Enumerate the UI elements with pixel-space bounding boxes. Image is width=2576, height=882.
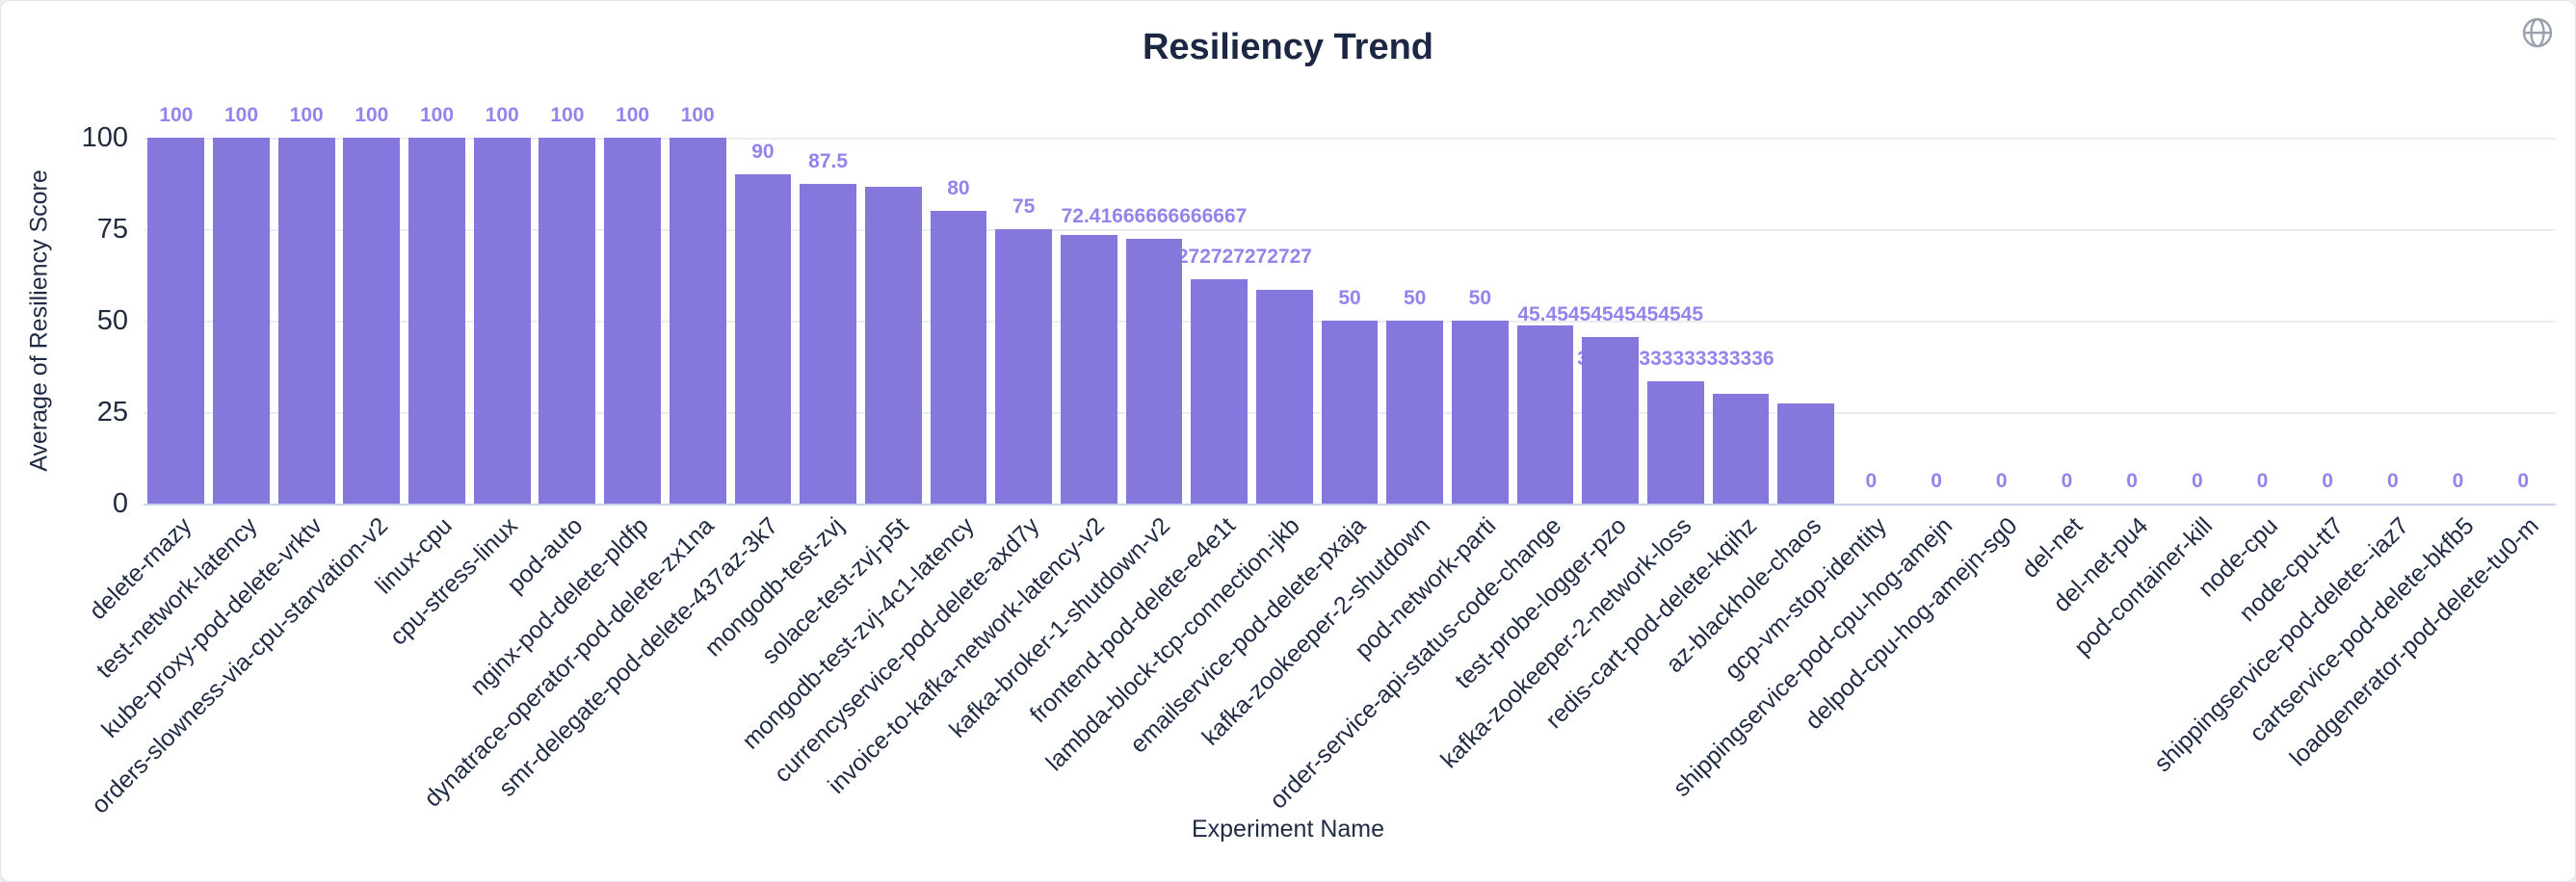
bar-value-label: 0 <box>2191 470 2203 492</box>
y-tick-label: 50 <box>96 305 128 336</box>
bar-value-label: 45.45454545454545 <box>1517 303 1704 326</box>
bar-value-label: 0 <box>2517 470 2529 492</box>
bar[interactable] <box>213 138 270 504</box>
bar[interactable] <box>1646 381 1704 504</box>
bar[interactable] <box>1125 238 1183 504</box>
bar[interactable] <box>734 174 792 504</box>
bar-value-label: 0 <box>1865 470 1878 492</box>
bar-value-label: 100 <box>223 104 259 126</box>
bar[interactable] <box>1777 403 1835 504</box>
bar-value-label: 50 <box>1403 287 1427 309</box>
bar[interactable] <box>930 211 987 504</box>
bar[interactable] <box>1255 290 1313 504</box>
bar[interactable] <box>473 138 531 504</box>
globe-icon[interactable] <box>2521 16 2554 49</box>
bar-value-label: 100 <box>420 104 455 126</box>
bar-value-label: 0 <box>2256 470 2269 492</box>
chart-title: Resiliency Trend <box>1142 27 1433 67</box>
bar[interactable] <box>604 138 661 504</box>
bar-value-label: 50 <box>1338 287 1361 309</box>
bar-value-label: 0 <box>2386 470 2399 492</box>
bar-value-label: 0 <box>1995 470 2008 492</box>
y-tick-label: 75 <box>96 214 128 245</box>
bar-value-label: 0 <box>2322 470 2333 492</box>
x-axis-title: Experiment Name <box>1191 816 1385 843</box>
bar-value-label: 75 <box>1012 195 1036 218</box>
bar-value-label: 100 <box>616 104 650 126</box>
bar[interactable] <box>800 183 856 504</box>
bar-value-label: 0 <box>1931 470 1942 492</box>
bar[interactable] <box>1191 279 1249 504</box>
bar[interactable] <box>408 138 465 504</box>
bar-value-label: 100 <box>355 104 389 126</box>
bar-value-label: 72.41666666666667 <box>1061 204 1248 227</box>
bar-value-label: 50 <box>1468 287 1492 309</box>
bar[interactable] <box>1712 394 1770 504</box>
bar[interactable] <box>277 138 335 504</box>
bar[interactable] <box>1516 324 1574 504</box>
bar-value-label: 90 <box>751 141 775 163</box>
bar-value-label: 100 <box>680 104 715 126</box>
bar-value-label: 0 <box>2126 470 2138 492</box>
bar[interactable] <box>147 138 205 504</box>
gridline <box>144 138 2556 140</box>
y-tick-label: 0 <box>112 488 128 519</box>
bar[interactable] <box>1321 321 1379 504</box>
y-tick-label: 25 <box>96 397 128 428</box>
y-tick-label: 100 <box>81 122 128 153</box>
bar[interactable] <box>1451 321 1509 504</box>
bar[interactable] <box>1386 321 1444 504</box>
bar-value-label: 0 <box>2061 470 2073 492</box>
bar-value-label: 100 <box>289 104 324 126</box>
bar-value-label: 100 <box>159 104 194 126</box>
bar-value-label: 80 <box>947 177 970 199</box>
bar[interactable] <box>343 138 401 504</box>
bar[interactable] <box>1582 337 1640 504</box>
bar[interactable] <box>1060 235 1117 504</box>
bar-value-label: 0 <box>2452 470 2464 492</box>
gridline <box>144 229 2556 231</box>
bar-value-label: 87.5 <box>808 149 849 172</box>
bar-value-label: 100 <box>485 104 519 126</box>
bar[interactable] <box>864 186 922 504</box>
bar[interactable] <box>995 229 1053 504</box>
x-axis-line <box>144 504 2556 506</box>
bar[interactable] <box>539 138 596 504</box>
bar[interactable] <box>669 138 726 504</box>
bar-value-label: 100 <box>550 104 585 126</box>
